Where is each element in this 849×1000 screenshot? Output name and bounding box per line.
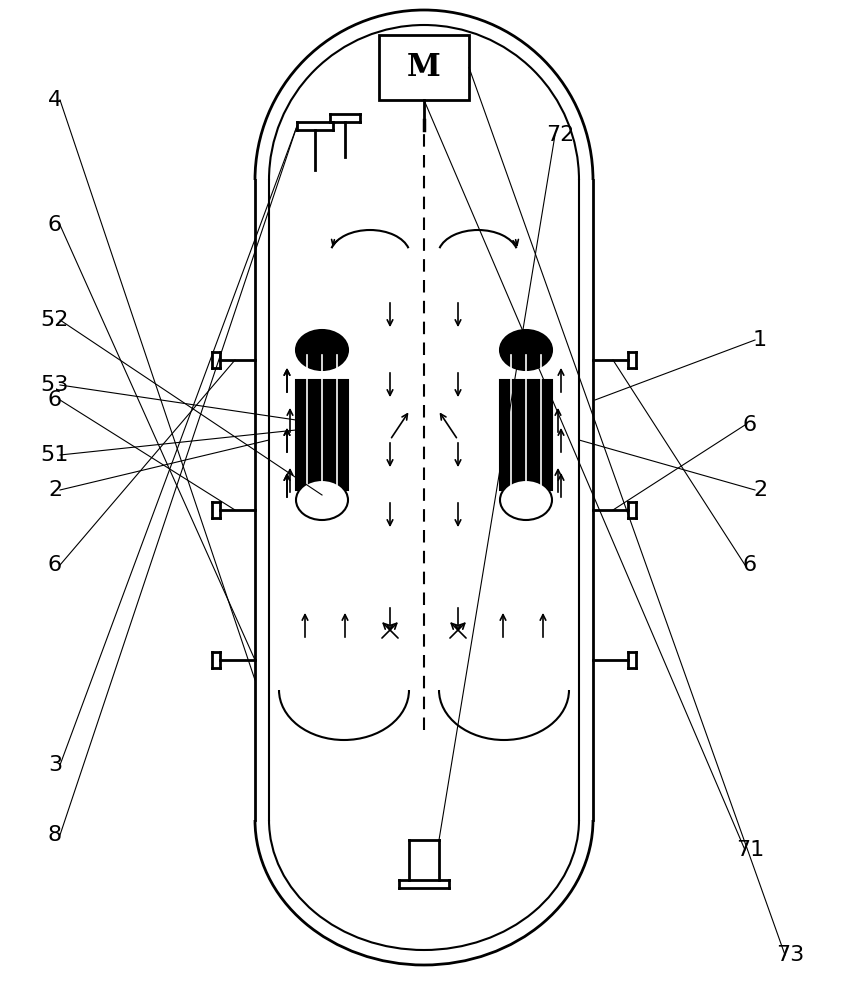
Ellipse shape [296,480,348,520]
Text: 52: 52 [41,310,69,330]
Ellipse shape [500,330,552,370]
Text: 6: 6 [743,415,757,435]
Text: 71: 71 [736,840,764,860]
Text: 2: 2 [48,480,62,500]
Text: 2: 2 [753,480,767,500]
Text: 6: 6 [48,390,62,410]
Text: 72: 72 [546,125,574,145]
Text: 4: 4 [48,90,62,110]
Bar [296,380,348,490]
Ellipse shape [296,330,348,370]
Text: 3: 3 [48,755,62,775]
Text: 1: 1 [753,330,767,350]
Bar [500,380,552,490]
Text: 51: 51 [41,445,69,465]
Text: 6: 6 [743,555,757,575]
Text: 6: 6 [48,215,62,235]
Text: 6: 6 [48,555,62,575]
FancyBboxPatch shape [379,35,469,100]
Text: 8: 8 [48,825,62,845]
Text: 73: 73 [776,945,804,965]
Ellipse shape [500,480,552,520]
Text: 53: 53 [41,375,69,395]
Text: M: M [408,52,441,83]
